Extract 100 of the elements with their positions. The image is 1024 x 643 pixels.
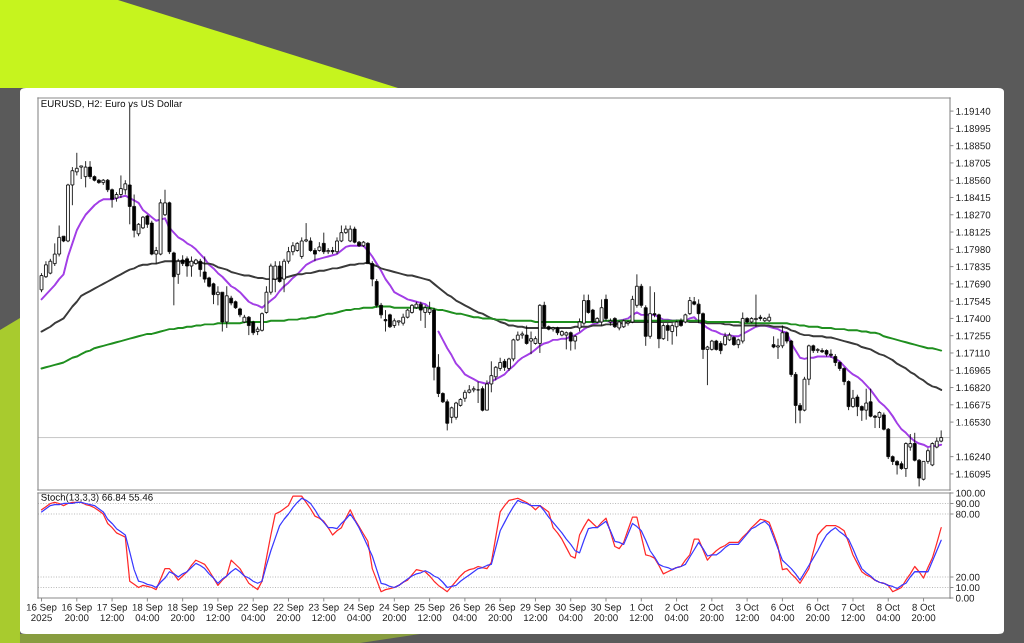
candlestick (555, 326, 560, 336)
y-tick-label: 80.00 (955, 510, 980, 518)
y-tick-label: 1.18705 (956, 159, 991, 167)
candlestick (273, 260, 278, 293)
candlestick (383, 309, 388, 332)
x-tick-label: 30 Sep 04:00 (555, 603, 586, 622)
y-tick-label: 1.18125 (956, 228, 991, 236)
candlestick (714, 339, 719, 352)
y-tick-label: 1.16675 (956, 401, 991, 409)
x-tick-label: 26 Sep 20:00 (485, 603, 516, 622)
line-series (40, 305, 943, 370)
y-tick-label: 1.18850 (956, 142, 991, 150)
x-tick-label: 6 Oct 04:00 (770, 603, 795, 622)
x-tick-label: 22 Sep 04:00 (238, 603, 269, 622)
x-tick-label: 29 Sep 12:00 (520, 603, 551, 622)
y-tick-label: 1.17545 (956, 297, 991, 305)
y-tick-label: 1.16820 (956, 384, 991, 392)
candlestick (233, 300, 238, 310)
candlestick (251, 320, 256, 336)
y-tick-label: 90.00 (956, 500, 980, 508)
candlestick (573, 334, 578, 350)
candlestick (740, 312, 745, 344)
x-tick-label: 30 Sep 20:00 (590, 603, 622, 622)
candlestick (171, 251, 176, 306)
y-tick-label: 1.16965 (956, 366, 991, 374)
y-tick-label: 1.19140 (956, 107, 991, 115)
x-tick-label: 25 Sep 12:00 (414, 603, 445, 622)
y-tick-label: 1.17980 (956, 246, 991, 253)
x-tick-label: 8 Oct 04:00 (876, 603, 901, 622)
y-tick-label: 1.17255 (956, 332, 991, 340)
candlestick (246, 315, 251, 336)
candlestick (202, 256, 207, 284)
candlestick (824, 348, 829, 357)
candlestick (727, 332, 732, 342)
candlestick (568, 331, 573, 352)
x-tick-label: 1 Oct 12:00 (629, 603, 654, 622)
x-tick-label: 6 Oct 20:00 (806, 603, 830, 622)
candlestick (617, 320, 622, 331)
candlestick (392, 318, 397, 329)
candlestick (767, 313, 772, 323)
candlestick (352, 226, 357, 244)
x-tick-label: 18 Sep 04:00 (132, 603, 163, 622)
x-tick-label: 18 Sep 20:00 (167, 603, 198, 622)
y-tick-label: 100.00 (956, 489, 985, 497)
x-tick-label: 17 Sep 12:00 (97, 603, 128, 622)
candlestick (665, 322, 670, 342)
candlestick (401, 313, 406, 326)
candlestick (198, 258, 203, 278)
candlestick (855, 394, 860, 417)
candlestick (96, 178, 101, 185)
candlestick (423, 304, 428, 329)
candlestick (930, 441, 935, 467)
x-tick-label: 16 Sep 20:00 (62, 603, 92, 622)
y-tick-label: 1.17690 (956, 280, 991, 288)
candlestick (348, 225, 353, 243)
y-tick-label: 1.18415 (956, 194, 991, 202)
x-tick-label: 26 Sep 04:00 (449, 603, 480, 622)
y-tick-label: 0.00 (955, 594, 975, 602)
y-tick-label: 1.17835 (956, 263, 991, 271)
x-tick-label: 19 Sep 12:00 (203, 603, 233, 622)
x-tick-label: 22 Sep 20:00 (273, 603, 304, 622)
y-tick-label: 1.17400 (956, 315, 991, 323)
x-tick-label: 24 Sep 04:00 (344, 603, 375, 622)
x-tick-label: 2 Oct 20:00 (700, 603, 724, 622)
candlestick (612, 316, 617, 329)
y-tick-label: 1.16095 (956, 470, 991, 478)
y-tick-label: 1.18995 (956, 125, 991, 132)
candlestick (621, 319, 626, 329)
y-tick-label: 20.00 (956, 573, 980, 581)
candlestick (189, 256, 194, 278)
candlestick (877, 410, 882, 429)
y-tick-label: 1.16530 (956, 418, 991, 426)
x-tick-label: 3 Oct 12:00 (735, 603, 759, 622)
candlestick (599, 298, 604, 326)
candlestick (537, 303, 542, 354)
y-tick-label: 10.00 (956, 584, 980, 592)
candlestick (833, 353, 838, 367)
x-tick-label: 16 Sep 2025 (26, 603, 57, 622)
x-tick-label: 7 Oct 12:00 (841, 603, 865, 622)
candlestick (864, 388, 869, 421)
x-tick-label: 8 Oct 20:00 (911, 603, 936, 622)
chart-title: EURUSD, H2: Euro vs US Dollar (41, 99, 183, 109)
candlestick (238, 307, 242, 318)
candlestick (83, 160, 88, 188)
y-tick-label: 1.18560 (956, 176, 991, 184)
candlestick (224, 285, 229, 329)
y-tick-label: 1.18270 (956, 211, 991, 219)
candlestick (564, 331, 569, 350)
y-tick-label: 1.16240 (956, 453, 991, 461)
candlestick (321, 232, 326, 255)
line-series (40, 260, 943, 391)
candlestick (762, 316, 767, 323)
candlestick (502, 358, 507, 372)
y-tick-label: 1.17110 (956, 349, 990, 357)
x-tick-label: 24 Sep 20:00 (379, 603, 410, 622)
chart-title: Stoch(13,3,3) 66.84 55.46 (41, 493, 153, 503)
candlestick (670, 322, 675, 346)
x-tick-label: 2 Oct 04:00 (664, 603, 689, 622)
candlestick (815, 347, 820, 354)
x-tick-label: 23 Sep 12:00 (308, 603, 339, 622)
